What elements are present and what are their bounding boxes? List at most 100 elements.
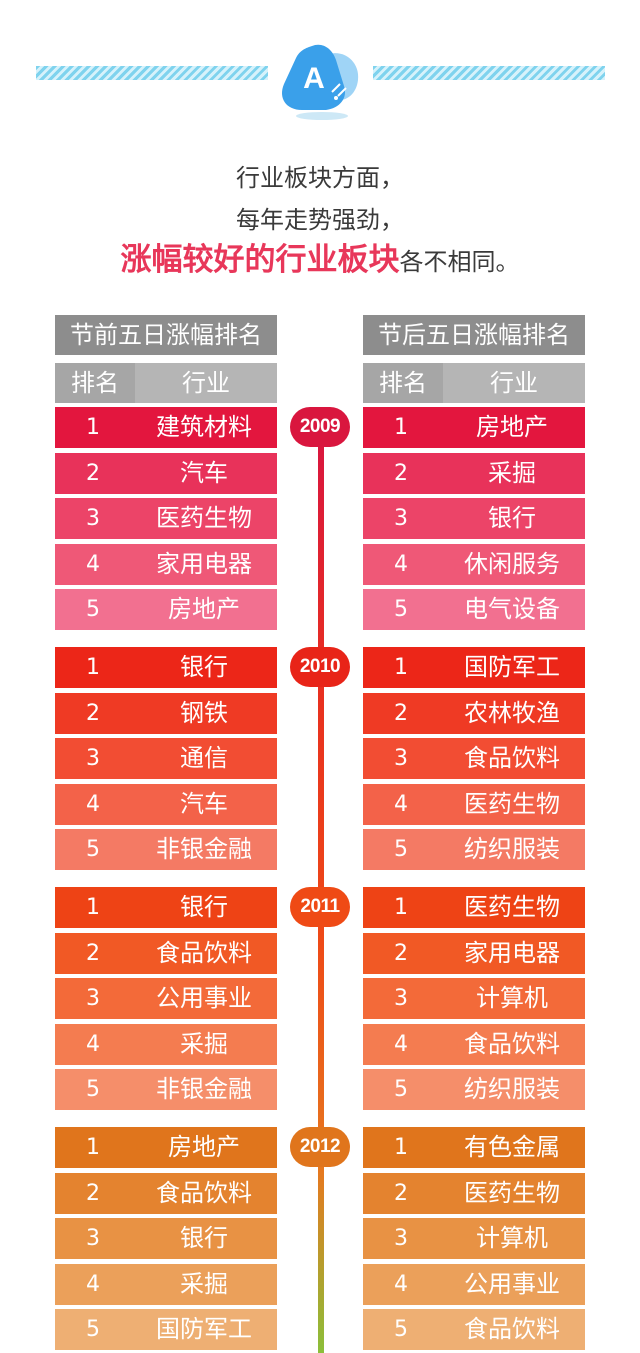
rank-cell: 4 (394, 1032, 408, 1057)
table-row: 1 国防军工 (363, 647, 585, 688)
industry-cell: 通信 (180, 744, 228, 772)
svg-text:A: A (303, 62, 325, 95)
table-row: 3 银行 (55, 1218, 277, 1259)
left-col-industry-label: 行业 (182, 369, 230, 397)
industry-cell: 电气设备 (464, 595, 560, 623)
year-badge: 2012 (290, 1127, 350, 1167)
table-row: 2 医药生物 (363, 1173, 585, 1214)
table-row: 4 公用事业 (363, 1264, 585, 1305)
industry-cell: 公用事业 (464, 1270, 560, 1298)
rank-cell: 2 (394, 1181, 408, 1206)
industry-cell: 医药生物 (464, 893, 560, 921)
rank-cell: 3 (86, 1226, 100, 1251)
rank-cell: 5 (394, 1317, 408, 1342)
industry-cell: 汽车 (180, 790, 228, 818)
table-row: 5 房地产 (55, 589, 277, 630)
industry-cell: 钢铁 (180, 699, 228, 727)
industry-cell: 非银金融 (156, 1075, 252, 1103)
table-row: 4 汽车 (55, 784, 277, 825)
rank-cell: 2 (394, 701, 408, 726)
table-row: 3 银行 (363, 498, 585, 539)
rank-cell: 5 (86, 1317, 100, 1342)
table-row: 4 采掘 (55, 1024, 277, 1065)
intro-line-1: 行业板块方面， (236, 164, 404, 192)
table-row: 4 休闲服务 (363, 544, 585, 585)
table-row: 3 计算机 (363, 1218, 585, 1259)
rank-cell: 4 (394, 792, 408, 817)
table-row: 5 非银金融 (55, 1069, 277, 1110)
industry-cell: 食品饮料 (156, 939, 252, 967)
rank-cell: 3 (394, 1226, 408, 1251)
table-row: 2 食品饮料 (55, 933, 277, 974)
industry-cell: 银行 (180, 893, 228, 921)
industry-cell: 食品饮料 (464, 744, 560, 772)
industry-cell: 计算机 (476, 1224, 548, 1252)
rank-cell: 3 (394, 986, 408, 1011)
industry-cell: 医药生物 (156, 504, 252, 532)
table-row: 3 公用事业 (55, 978, 277, 1019)
right-col-industry-label: 行业 (490, 369, 538, 397)
rank-cell: 3 (86, 986, 100, 1011)
rank-cell: 1 (86, 1135, 100, 1160)
table-row: 4 医药生物 (363, 784, 585, 825)
industry-cell: 公用事业 (156, 984, 252, 1012)
rank-cell: 5 (86, 1077, 100, 1102)
table-row: 2 汽车 (55, 453, 277, 494)
industry-cell: 国防军工 (156, 1315, 252, 1343)
rank-cell: 5 (394, 597, 408, 622)
rank-cell: 5 (394, 837, 408, 862)
intro-line-3-rest: 各不相同。 (399, 248, 520, 276)
industry-cell: 房地产 (168, 1133, 240, 1161)
table-row: 3 通信 (55, 738, 277, 779)
rank-cell: 5 (86, 837, 100, 862)
industry-cell: 建筑材料 (156, 413, 252, 441)
table-row: 5 食品饮料 (363, 1309, 585, 1350)
rank-cell: 2 (86, 461, 100, 486)
industry-cell: 房地产 (168, 595, 240, 623)
table-row: 3 医药生物 (55, 498, 277, 539)
industry-cell: 医药生物 (464, 790, 560, 818)
rank-cell: 4 (394, 552, 408, 577)
table-row: 2 食品饮料 (55, 1173, 277, 1214)
table-row: 1 银行 (55, 647, 277, 688)
rank-cell: 4 (86, 552, 100, 577)
rank-cell: 1 (394, 1135, 408, 1160)
industry-cell: 食品饮料 (464, 1030, 560, 1058)
rank-cell: 1 (86, 655, 100, 680)
rank-cell: 3 (394, 746, 408, 771)
industry-cell: 有色金属 (464, 1133, 560, 1161)
table-row: 3 计算机 (363, 978, 585, 1019)
rank-cell: 1 (86, 895, 100, 920)
rank-cell: 2 (86, 941, 100, 966)
year-badge: 2010 (290, 647, 350, 687)
industry-cell: 银行 (488, 504, 536, 532)
table-row: 5 国防军工 (55, 1309, 277, 1350)
table-row: 1 有色金属 (363, 1127, 585, 1168)
rank-cell: 3 (86, 746, 100, 771)
table-row: 4 采掘 (55, 1264, 277, 1305)
rank-cell: 1 (394, 895, 408, 920)
industry-cell: 采掘 (488, 459, 536, 487)
rank-cell: 3 (86, 506, 100, 531)
rank-cell: 1 (394, 415, 408, 440)
right-col-rank-label: 排名 (363, 363, 443, 403)
table-row: 5 纺织服装 (363, 1069, 585, 1110)
right-column-header: 排名 行业 (363, 363, 585, 403)
intro-line-2: 每年走势强劲， (236, 206, 404, 234)
left-table-title: 节前五日涨幅排名 (55, 315, 277, 355)
industry-cell: 医药生物 (464, 1179, 560, 1207)
decorative-stripe-left (36, 66, 268, 80)
right-table-title: 节后五日涨幅排名 (363, 315, 585, 355)
decorative-stripe-right (373, 66, 605, 80)
industry-cell: 银行 (180, 653, 228, 681)
table-row: 4 家用电器 (55, 544, 277, 585)
table-row: 3 食品饮料 (363, 738, 585, 779)
industry-cell: 农林牧渔 (464, 699, 560, 727)
rank-cell: 4 (394, 1272, 408, 1297)
table-row: 4 食品饮料 (363, 1024, 585, 1065)
table-row: 5 非银金融 (55, 829, 277, 870)
industry-cell: 非银金融 (156, 835, 252, 863)
table-row: 2 农林牧渔 (363, 693, 585, 734)
industry-cell: 汽车 (180, 459, 228, 487)
section-a-badge-icon: A (282, 44, 359, 120)
